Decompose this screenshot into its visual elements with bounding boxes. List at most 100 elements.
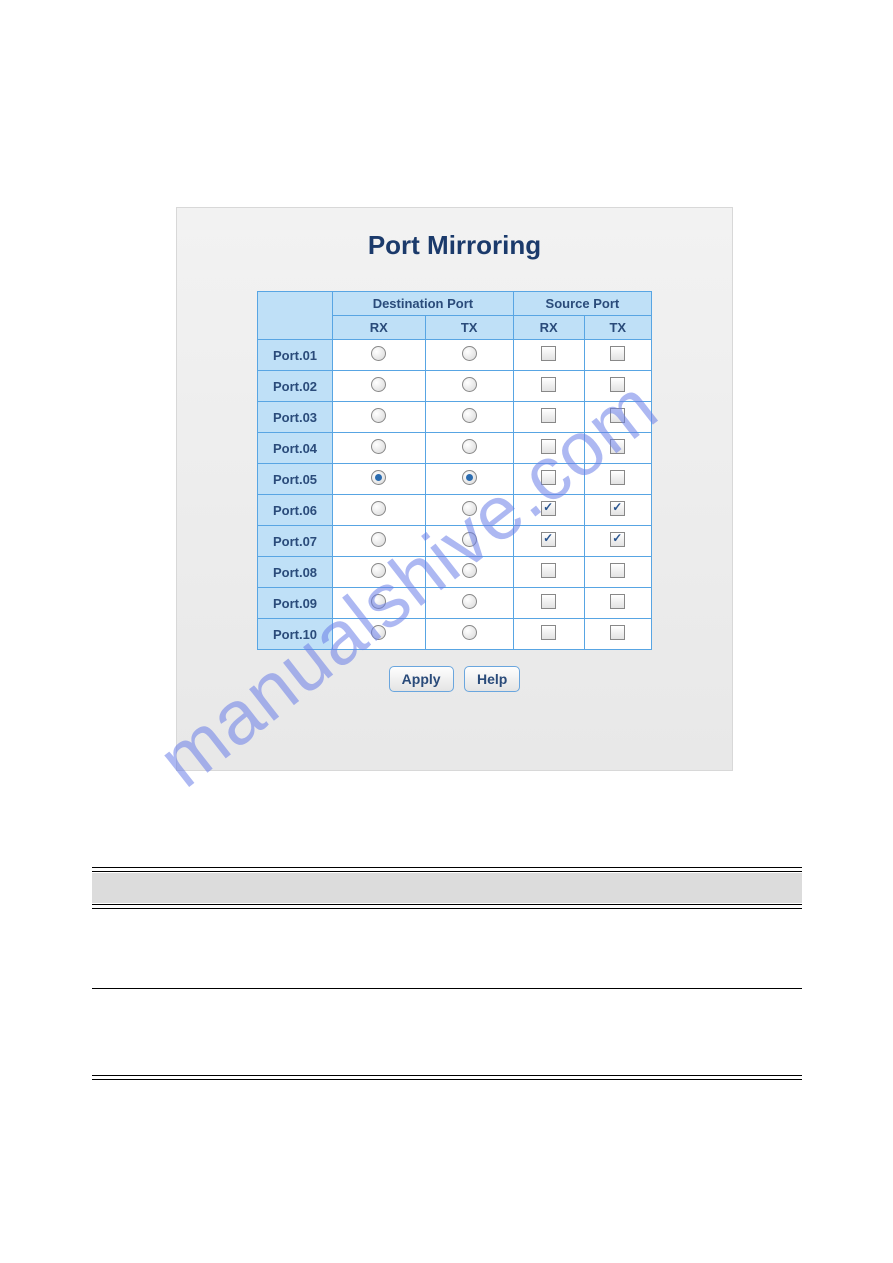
src-tx-checkbox[interactable] [610,532,625,547]
dest-tx-cell [425,526,513,557]
dest-rx-cell [333,557,426,588]
src-rx-cell [513,464,584,495]
table-row: Port.06 [258,495,652,526]
src-rx-cell [513,433,584,464]
src-rx-checkbox[interactable] [541,594,556,609]
dest-rx-radio[interactable] [371,377,386,392]
dest-rx-cell [333,402,426,433]
dest-tx-radio[interactable] [462,470,477,485]
table-row: Port.04 [258,433,652,464]
dest-rx-radio[interactable] [371,501,386,516]
rule-mid-thin [92,988,802,989]
src-tx-cell [584,433,651,464]
dest-tx-radio[interactable] [462,594,477,609]
port-label: Port.07 [258,526,333,557]
dest-tx-cell [425,340,513,371]
port-label: Port.01 [258,340,333,371]
table-row: Port.05 [258,464,652,495]
dest-tx-cell [425,557,513,588]
src-rx-checkbox[interactable] [541,470,556,485]
src-rx-checkbox[interactable] [541,377,556,392]
src-tx-checkbox[interactable] [610,470,625,485]
src-rx-checkbox[interactable] [541,346,556,361]
dest-rx-header: RX [333,316,426,340]
dest-rx-cell [333,340,426,371]
src-rx-cell [513,526,584,557]
src-tx-checkbox[interactable] [610,346,625,361]
help-button[interactable]: Help [464,666,520,692]
dest-rx-radio[interactable] [371,470,386,485]
dest-tx-radio[interactable] [462,408,477,423]
src-rx-checkbox[interactable] [541,439,556,454]
table-row: Port.01 [258,340,652,371]
rule-grey-bottom-double [92,904,802,909]
dest-tx-radio[interactable] [462,346,477,361]
table-row: Port.03 [258,402,652,433]
dest-rx-cell [333,464,426,495]
dest-rx-radio[interactable] [371,439,386,454]
src-tx-header: TX [584,316,651,340]
dest-rx-radio[interactable] [371,563,386,578]
table-row: Port.02 [258,371,652,402]
port-label: Port.05 [258,464,333,495]
src-rx-checkbox[interactable] [541,408,556,423]
src-tx-checkbox[interactable] [610,439,625,454]
dest-rx-radio[interactable] [371,532,386,547]
src-rx-cell [513,340,584,371]
src-rx-cell [513,371,584,402]
src-tx-checkbox[interactable] [610,594,625,609]
src-tx-checkbox[interactable] [610,408,625,423]
table-row: Port.09 [258,588,652,619]
dest-tx-radio[interactable] [462,501,477,516]
src-tx-cell [584,526,651,557]
dest-tx-cell [425,619,513,650]
port-label: Port.10 [258,619,333,650]
src-rx-cell [513,619,584,650]
dest-tx-cell [425,433,513,464]
table-row: Port.10 [258,619,652,650]
src-tx-cell [584,340,651,371]
dest-rx-cell [333,433,426,464]
dest-rx-cell [333,526,426,557]
dest-tx-radio[interactable] [462,563,477,578]
dest-tx-radio[interactable] [462,532,477,547]
port-label: Port.06 [258,495,333,526]
dest-tx-cell [425,371,513,402]
src-tx-cell [584,464,651,495]
src-tx-checkbox[interactable] [610,377,625,392]
src-tx-cell [584,557,651,588]
src-tx-cell [584,588,651,619]
button-row: Apply Help [177,666,732,692]
src-rx-checkbox[interactable] [541,563,556,578]
dest-tx-radio[interactable] [462,377,477,392]
dest-tx-cell [425,495,513,526]
dest-rx-cell [333,588,426,619]
apply-button[interactable]: Apply [389,666,454,692]
source-port-header: Source Port [513,292,651,316]
grey-band [92,873,802,903]
dest-rx-radio[interactable] [371,625,386,640]
src-rx-checkbox[interactable] [541,532,556,547]
dest-rx-radio[interactable] [371,408,386,423]
corner-header [258,292,333,340]
src-rx-cell [513,588,584,619]
dest-rx-radio[interactable] [371,594,386,609]
src-rx-header: RX [513,316,584,340]
src-tx-checkbox[interactable] [610,501,625,516]
dest-tx-radio[interactable] [462,439,477,454]
port-label: Port.09 [258,588,333,619]
port-table: Destination Port Source Port RX TX RX TX… [257,291,652,650]
dest-rx-cell [333,371,426,402]
dest-rx-radio[interactable] [371,346,386,361]
dest-tx-radio[interactable] [462,625,477,640]
port-label: Port.02 [258,371,333,402]
src-rx-cell [513,402,584,433]
dest-tx-cell [425,588,513,619]
src-rx-checkbox[interactable] [541,501,556,516]
src-rx-checkbox[interactable] [541,625,556,640]
port-table-wrap: Destination Port Source Port RX TX RX TX… [257,291,652,650]
src-tx-checkbox[interactable] [610,563,625,578]
src-tx-checkbox[interactable] [610,625,625,640]
port-mirroring-panel: Port Mirroring Destination Port Source P… [176,207,733,771]
src-rx-cell [513,557,584,588]
